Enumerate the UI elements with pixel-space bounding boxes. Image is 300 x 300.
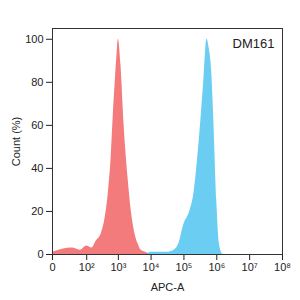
svg-text:20: 20 — [31, 205, 43, 217]
svg-text:10⁵: 10⁵ — [176, 261, 193, 273]
svg-text:10⁶: 10⁶ — [208, 261, 225, 273]
svg-text:10²: 10² — [79, 261, 95, 273]
svg-text:100: 100 — [25, 33, 43, 45]
svg-text:10⁴: 10⁴ — [143, 261, 160, 273]
svg-text:Count (%): Count (%) — [10, 117, 22, 167]
svg-text:APC-A: APC-A — [151, 281, 185, 293]
svg-text:10³: 10³ — [110, 261, 126, 273]
svg-text:0: 0 — [49, 261, 55, 273]
svg-text:80: 80 — [31, 76, 43, 88]
svg-text:40: 40 — [31, 162, 43, 174]
svg-text:10⁸: 10⁸ — [274, 261, 291, 273]
svg-text:60: 60 — [31, 119, 43, 131]
svg-text:DM161: DM161 — [233, 36, 275, 51]
svg-text:10⁷: 10⁷ — [242, 261, 258, 273]
svg-text:0: 0 — [37, 248, 43, 260]
